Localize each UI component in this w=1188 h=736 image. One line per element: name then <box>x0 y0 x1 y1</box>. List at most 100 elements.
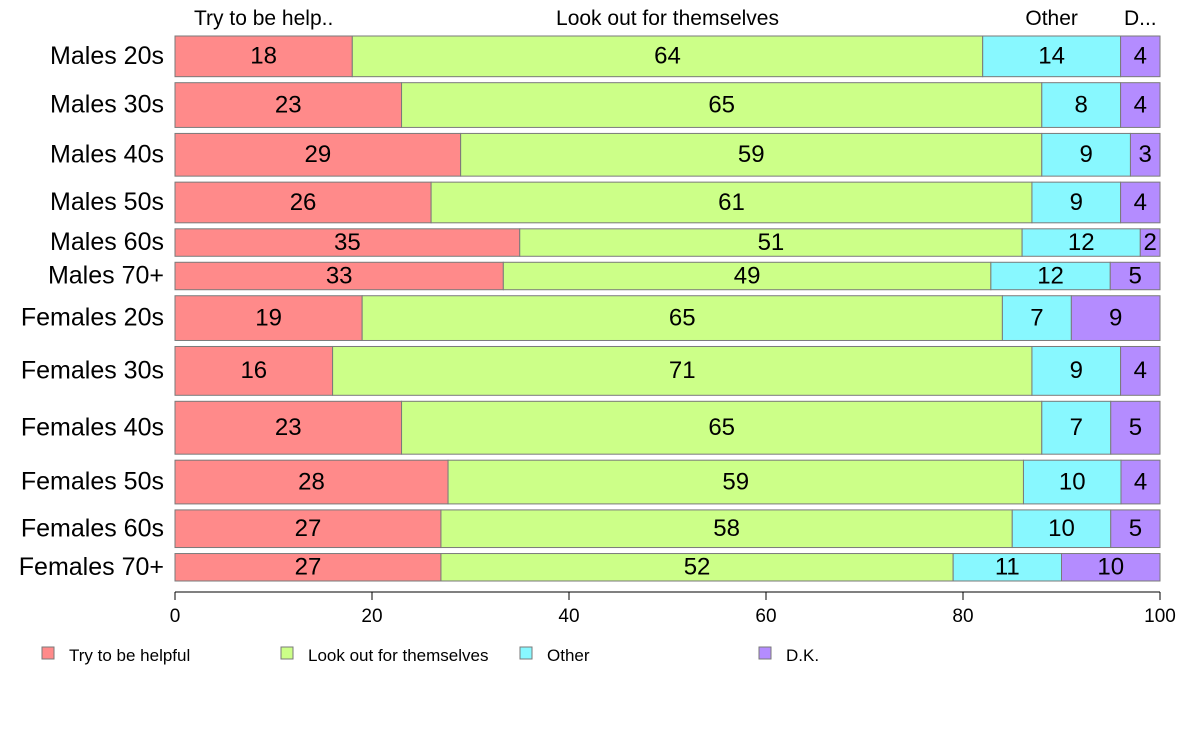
data-label: 4 <box>1134 91 1147 118</box>
data-label: 4 <box>1134 43 1147 70</box>
data-label: 7 <box>1030 304 1043 331</box>
data-label: 52 <box>684 554 711 581</box>
x-tick-label: 20 <box>361 606 382 627</box>
category-label: Females 20s <box>21 304 164 332</box>
data-label: 51 <box>758 229 785 256</box>
data-label: 4 <box>1134 468 1147 495</box>
category-label: Females 50s <box>21 468 164 496</box>
x-tick-label: 60 <box>755 606 776 627</box>
data-label: 27 <box>295 554 322 581</box>
data-label: 4 <box>1134 189 1147 216</box>
bar-segment-look-out-for-themselves <box>361 295 1003 341</box>
bar-segment-d-k <box>1110 509 1161 549</box>
x-tick-label: 0 <box>170 606 181 627</box>
data-label: 49 <box>734 262 761 289</box>
data-label: 4 <box>1134 357 1147 384</box>
segment-header-labels: Try to be help.. Look out for themselves O… <box>194 7 1157 30</box>
bar-segment-other <box>1022 459 1122 505</box>
data-label: 59 <box>738 141 765 168</box>
data-label: 65 <box>669 304 696 331</box>
category-label: Females 40s <box>21 413 164 441</box>
bar-segment-other <box>982 35 1122 78</box>
bar-segment-look-out-for-themselves <box>440 509 1013 549</box>
bar-segment-d-k <box>1120 459 1161 505</box>
segment-header-label: D... <box>1124 7 1157 30</box>
data-label: 18 <box>250 43 277 70</box>
data-label: 9 <box>1070 357 1083 384</box>
category-label: Females 70+ <box>19 553 164 581</box>
category-label: Males 50s <box>50 188 164 216</box>
segment-header-label: Other <box>1025 7 1078 30</box>
category-label: Males 20s <box>50 42 164 70</box>
data-label: 16 <box>240 357 267 384</box>
category-labels: Males 20s Males 30s Males 40s Males 50s Male… <box>19 42 164 581</box>
bar-segment-look-out-for-themselves <box>519 228 1023 257</box>
data-label: 61 <box>718 189 745 216</box>
bar-segment-look-out-for-themselves <box>430 181 1033 224</box>
legend: Try to be helpful Look out for themselves… <box>41 646 819 665</box>
legend-label: D.K. <box>786 646 819 665</box>
bar-segment-look-out-for-themselves <box>351 35 984 78</box>
data-label: 7 <box>1070 414 1083 441</box>
category-label: Females 60s <box>21 514 164 542</box>
legend-swatch-look-out-for-themselves <box>280 646 294 660</box>
data-label: 23 <box>275 414 302 441</box>
bar-segment-other <box>1041 82 1122 128</box>
x-tick-label: 100 <box>1144 606 1176 627</box>
x-tick-label: 40 <box>558 606 579 627</box>
segment-header-label: Look out for themselves <box>556 7 779 30</box>
x-axis: 0 20 40 60 80 100 <box>170 591 1176 627</box>
bar-segment-try-to-be-helpful <box>174 553 442 582</box>
data-label: 64 <box>654 43 681 70</box>
legend-label: Look out for themselves <box>308 646 488 665</box>
bar-segment-try-to-be-helpful <box>174 132 462 177</box>
bar-segment-look-out-for-themselves <box>460 132 1043 177</box>
bar-segment-d-k <box>1120 181 1161 224</box>
bar-segment-try-to-be-helpful <box>174 295 363 341</box>
category-label: Males 30s <box>50 91 164 119</box>
bar-segment-d-k <box>1120 82 1161 128</box>
data-label: 3 <box>1139 141 1152 168</box>
data-label: 35 <box>334 229 361 256</box>
segment-header-label: Try to be help.. <box>194 7 333 30</box>
data-label: 10 <box>1097 554 1124 581</box>
data-label: 2 <box>1143 229 1156 256</box>
data-label: 28 <box>298 468 325 495</box>
legend-swatch-d-k <box>758 646 772 660</box>
data-label: 9 <box>1109 304 1122 331</box>
data-label: 65 <box>708 91 735 118</box>
data-label: 10 <box>1059 468 1086 495</box>
bar-segment-d-k <box>1109 261 1161 291</box>
category-label: Males 40s <box>50 140 164 168</box>
bar-segment-look-out-for-themselves <box>440 553 954 582</box>
data-label: 14 <box>1038 43 1065 70</box>
bar-segment-d-k <box>1129 132 1161 177</box>
data-label: 10 <box>1048 515 1075 542</box>
bar-segment-other <box>1001 295 1072 341</box>
data-label: 58 <box>713 515 740 542</box>
bar-area: 18 64 14 423 65 8 429 59 9 326 61 9 435 51 12 233 49 12 51… <box>174 35 1161 582</box>
legend-swatch-try-to-be-helpful <box>41 646 55 660</box>
bar-segment-d-k <box>1061 553 1161 582</box>
data-label: 26 <box>290 189 317 216</box>
data-label: 9 <box>1070 189 1083 216</box>
data-label: 23 <box>275 91 302 118</box>
bar-segment-look-out-for-themselves <box>401 82 1043 128</box>
legend-swatch-other <box>519 646 533 660</box>
data-label: 33 <box>326 262 353 289</box>
data-label: 19 <box>255 304 282 331</box>
data-label: 12 <box>1068 229 1095 256</box>
legend-label: Other <box>547 646 590 665</box>
data-label: 5 <box>1128 262 1141 289</box>
bar-segment-d-k <box>1110 400 1161 455</box>
bar-segment-other <box>952 553 1063 582</box>
category-label: Males 60s <box>50 228 164 256</box>
bar-segment-try-to-be-helpful <box>174 459 449 505</box>
bar-segment-try-to-be-helpful <box>174 35 353 78</box>
data-label: 9 <box>1079 141 1092 168</box>
bar-segment-try-to-be-helpful <box>174 82 403 128</box>
data-label: 12 <box>1037 262 1064 289</box>
bar-segment-try-to-be-helpful <box>174 228 521 257</box>
bar-segment-look-out-for-themselves <box>502 261 992 291</box>
